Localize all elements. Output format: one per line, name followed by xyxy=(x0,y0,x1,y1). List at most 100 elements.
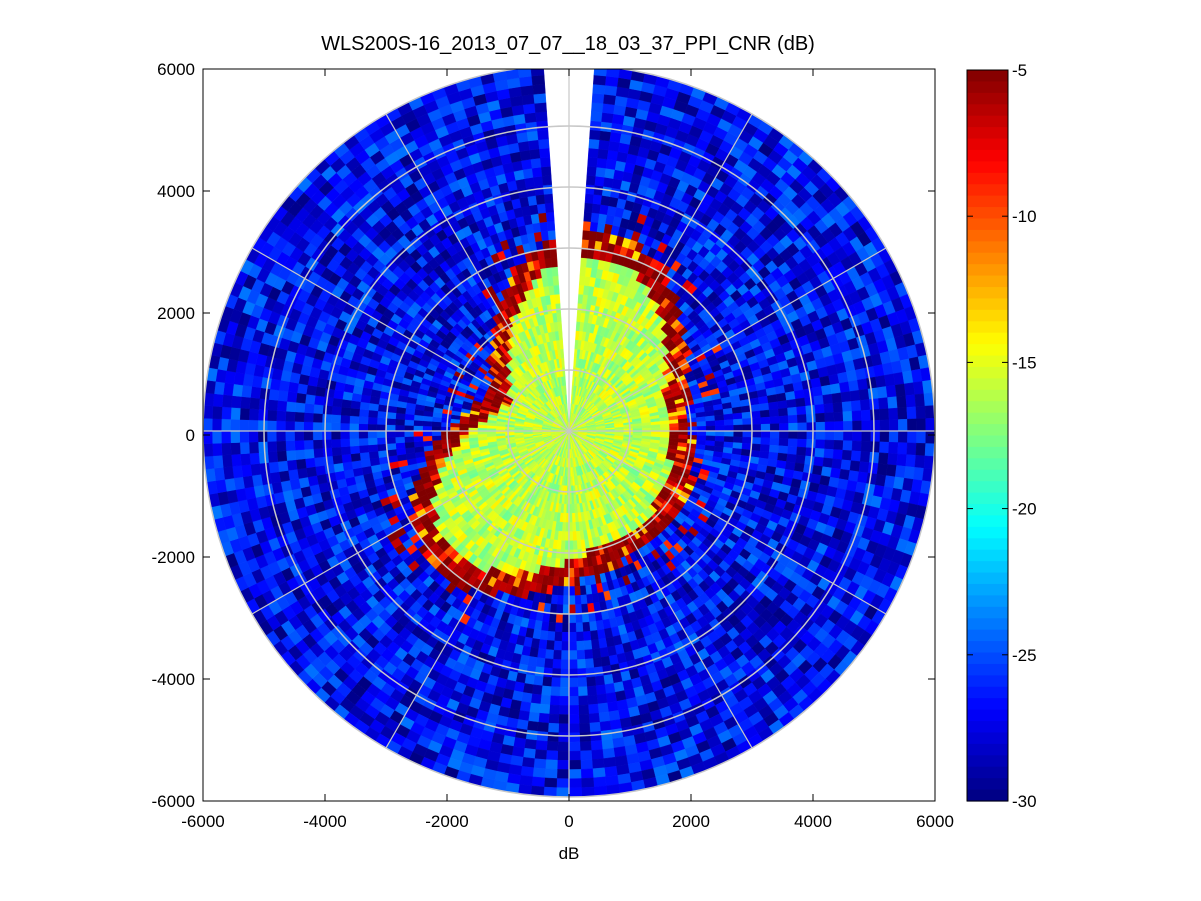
heatmap-cell xyxy=(576,649,586,660)
heatmap-cell xyxy=(794,389,805,400)
heatmap-cell xyxy=(824,421,835,432)
heatmap-cell xyxy=(386,411,397,420)
heatmap-cell xyxy=(525,186,537,197)
heatmap-cell xyxy=(477,433,488,438)
heatmap-cell xyxy=(723,436,734,443)
heatmap-cell xyxy=(705,435,716,442)
heatmap-cell xyxy=(367,437,378,446)
heatmap-cell xyxy=(797,430,808,440)
heatmap-cell xyxy=(571,512,576,523)
heatmap-cell xyxy=(760,423,771,432)
heatmap-cell xyxy=(449,430,460,436)
heatmap-cell xyxy=(530,213,540,224)
heatmap-cell xyxy=(714,419,725,427)
heatmap-cell xyxy=(558,330,563,341)
heatmap-cell xyxy=(349,430,359,439)
heatmap-cell xyxy=(596,629,606,640)
heatmap-cell xyxy=(805,447,816,458)
heatmap-cell xyxy=(571,503,575,514)
heatmap-cell xyxy=(705,420,716,427)
heatmap-cell xyxy=(561,622,570,633)
heatmap-cell xyxy=(422,435,433,442)
heatmap-cell xyxy=(413,430,423,437)
heatmap-cell xyxy=(540,230,550,241)
heatmap-cell xyxy=(584,202,594,213)
heatmap-cell xyxy=(590,212,600,223)
heatmap-cell xyxy=(321,430,332,440)
heatmap-cell xyxy=(341,398,352,409)
heatmap-cell xyxy=(535,657,546,668)
heatmap-cell xyxy=(584,658,595,669)
heatmap-cell xyxy=(323,455,334,466)
heatmap-cell xyxy=(395,447,407,456)
heatmap-cell xyxy=(650,424,661,429)
heatmap-cell xyxy=(551,266,559,277)
heatmap-cell xyxy=(331,414,342,424)
heatmap-cell xyxy=(583,211,593,222)
heatmap-cell xyxy=(759,409,771,418)
heatmap-cell xyxy=(312,439,323,450)
heatmap-cell xyxy=(599,647,609,658)
heatmap-cell xyxy=(568,567,575,578)
heatmap-cell xyxy=(322,447,333,458)
heatmap-cell xyxy=(824,412,835,423)
heatmap-cell xyxy=(601,665,613,676)
heatmap-cell xyxy=(805,404,816,415)
heatmap-cell xyxy=(578,567,585,578)
heatmap-cell xyxy=(323,396,334,407)
heatmap-cell xyxy=(552,649,562,660)
heatmap-cell xyxy=(554,293,561,304)
heatmap-cell xyxy=(714,435,725,443)
heatmap-cell xyxy=(468,433,478,439)
heatmap-cell xyxy=(431,421,442,427)
heatmap-cell xyxy=(536,203,547,214)
heatmap-cell xyxy=(760,416,771,425)
heatmap-cell xyxy=(324,463,335,475)
heatmap-cell xyxy=(594,675,605,687)
heatmap-cell xyxy=(797,422,808,432)
heatmap-cell xyxy=(404,430,414,437)
heatmap-cell xyxy=(533,175,544,187)
heatmap-cell xyxy=(750,410,761,419)
heatmap-cell xyxy=(733,418,743,426)
heatmap-cell xyxy=(768,444,780,454)
heatmap-cell xyxy=(724,425,734,432)
heatmap-cell xyxy=(413,419,424,427)
heatmap-cell xyxy=(585,593,594,605)
heatmap-cell xyxy=(527,195,538,206)
heatmap-cell xyxy=(742,436,753,444)
heatmap-cell xyxy=(561,631,570,642)
heatmap-cell xyxy=(552,275,560,286)
heatmap-cell xyxy=(395,418,405,426)
heatmap-cell xyxy=(678,426,689,432)
heatmap-cell xyxy=(539,221,549,232)
heatmap-cell xyxy=(742,424,753,432)
heatmap-cell xyxy=(581,239,590,250)
heatmap-cell xyxy=(579,585,587,596)
heatmap-cell xyxy=(696,430,707,436)
heatmap-cell xyxy=(538,639,548,650)
heatmap-cell xyxy=(731,406,743,415)
heatmap-cell xyxy=(574,585,581,596)
heatmap-cell xyxy=(582,621,591,633)
heatmap-cell xyxy=(568,650,578,660)
heatmap-cell xyxy=(359,451,370,461)
heatmap-cell xyxy=(541,676,552,687)
heatmap-cell xyxy=(553,640,562,651)
heatmap-cell xyxy=(575,622,584,633)
heatmap-cell xyxy=(331,438,342,448)
heatmap-cell xyxy=(564,558,570,569)
heatmap-cell xyxy=(431,430,442,436)
heatmap-cell xyxy=(584,649,594,660)
heatmap-cell xyxy=(759,444,771,453)
heatmap-cell xyxy=(814,448,825,459)
heatmap-cell xyxy=(760,430,771,439)
heatmap-cell xyxy=(577,677,588,688)
heatmap-cell xyxy=(358,423,369,432)
heatmap-cell xyxy=(788,422,798,432)
heatmap-cell xyxy=(394,430,405,438)
heatmap-cell xyxy=(795,454,806,465)
heatmap-cell xyxy=(554,622,563,633)
heatmap-cell xyxy=(750,443,761,452)
heatmap-cell xyxy=(732,412,743,420)
